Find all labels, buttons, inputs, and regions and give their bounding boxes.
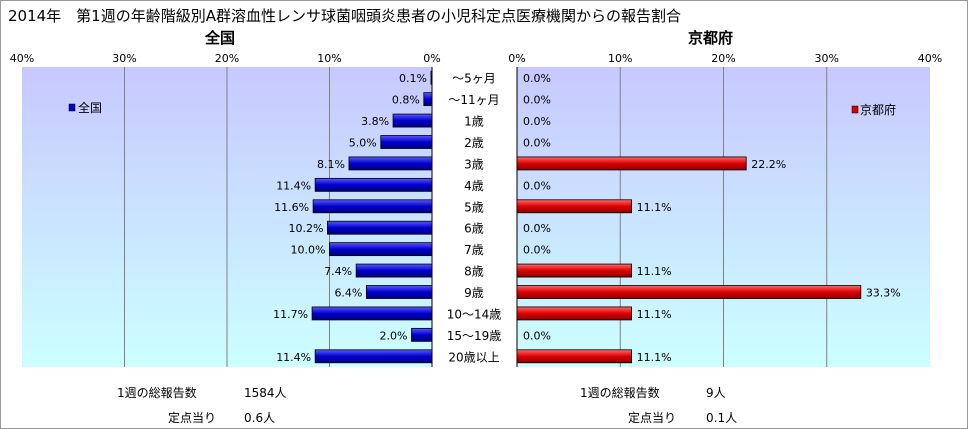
national-value-label: 11.4% xyxy=(276,351,311,364)
age-category-label: 20歳以上 xyxy=(448,350,499,364)
age-category-label: 4歳 xyxy=(464,179,484,193)
chart-title: 2014年 第1週の年齢階級別A群溶血性レンサ球菌咽頭炎患者の小児科定点医療機関… xyxy=(8,7,681,25)
national-value-label: 6.4% xyxy=(334,287,362,300)
kyoto-value-label: 22.2% xyxy=(751,158,786,171)
age-category-label: 8歳 xyxy=(464,265,484,279)
national-bar xyxy=(392,113,433,128)
national-bar xyxy=(311,306,433,321)
national-bar xyxy=(365,285,433,299)
national-value-label: 11.6% xyxy=(274,201,309,214)
kyoto-total-value: 9人 xyxy=(706,386,726,400)
kyoto-panel-title: 京都府 xyxy=(688,29,734,47)
national-bar xyxy=(329,242,433,257)
kyoto-legend-swatch xyxy=(851,105,859,114)
national-panel-title: 全国 xyxy=(205,29,236,47)
kyoto-legend-label: 京都府 xyxy=(860,102,896,117)
national-tick-label: 40% xyxy=(10,52,34,65)
kyoto-tick-label: 20% xyxy=(711,52,735,65)
kyoto-value-label: 11.1% xyxy=(637,308,672,321)
kyoto-value-label: 11.1% xyxy=(637,265,672,278)
kyoto-bar xyxy=(516,156,747,171)
kyoto-value-label: 0.0% xyxy=(523,115,551,128)
national-bar xyxy=(314,349,433,364)
national-value-label: 2.0% xyxy=(380,329,408,342)
kyoto-per-value: 0.1人 xyxy=(706,411,738,425)
national-tick-label: 10% xyxy=(317,52,341,65)
national-value-label: 10.2% xyxy=(288,222,323,235)
national-value-label: 0.1% xyxy=(399,72,427,85)
national-legend-swatch xyxy=(68,103,76,112)
national-bar xyxy=(380,135,433,149)
age-category-label: 6歳 xyxy=(464,222,484,236)
age-category-label: 3歳 xyxy=(464,157,484,171)
kyoto-value-label: 0.0% xyxy=(523,137,551,150)
kyoto-value-label: 0.0% xyxy=(523,72,551,85)
national-tick-label: 0% xyxy=(423,52,440,65)
national-value-label: 7.4% xyxy=(324,265,352,278)
national-per-label: 定点当り xyxy=(168,411,217,425)
national-bar xyxy=(314,177,433,192)
kyoto-total-label: 1週の総報告数 xyxy=(580,386,660,400)
kyoto-value-label: 0.0% xyxy=(523,244,551,257)
kyoto-per-label: 定点当り xyxy=(628,411,677,425)
national-value-label: 11.7% xyxy=(273,308,308,321)
kyoto-tick-label: 30% xyxy=(815,52,839,65)
national-bar xyxy=(423,92,433,107)
national-bar xyxy=(327,220,433,235)
kyoto-value-label: 0.0% xyxy=(523,179,551,192)
kyoto-tick-label: 40% xyxy=(918,52,942,65)
national-value-label: 0.8% xyxy=(392,94,420,107)
kyoto-value-label: 11.1% xyxy=(637,351,672,364)
national-total-label: 1週の総報告数 xyxy=(117,386,197,400)
kyoto-value-label: 11.1% xyxy=(637,201,672,214)
kyoto-tick-label: 10% xyxy=(608,52,632,65)
age-category-label: ～5ヶ月 xyxy=(452,72,496,86)
kyoto-bar xyxy=(516,263,633,278)
age-category-label: 10～14歳 xyxy=(447,307,502,321)
national-bar xyxy=(411,327,433,342)
age-category-label: 2歳 xyxy=(464,136,484,150)
age-category-label: 5歳 xyxy=(464,200,484,214)
age-category-label: 7歳 xyxy=(464,243,484,257)
age-category-label: 9歳 xyxy=(464,286,484,300)
age-category-label: ～11ヶ月 xyxy=(448,93,499,107)
national-bar xyxy=(430,70,433,85)
age-category-label: 15～19歳 xyxy=(447,329,502,343)
national-value-label: 5.0% xyxy=(349,137,377,150)
kyoto-bar xyxy=(516,349,633,364)
national-value-label: 10.0% xyxy=(291,244,326,257)
national-bar xyxy=(355,263,433,278)
kyoto-tick-label: 0% xyxy=(508,52,525,65)
national-total-value: 1584人 xyxy=(244,386,287,400)
national-per-value: 0.6人 xyxy=(244,411,276,425)
national-value-label: 3.8% xyxy=(361,115,389,128)
national-tick-label: 30% xyxy=(112,52,136,65)
national-bar xyxy=(348,156,433,171)
national-value-label: 11.4% xyxy=(276,179,311,192)
kyoto-value-label: 0.0% xyxy=(523,222,551,235)
national-value-label: 8.1% xyxy=(317,158,345,171)
kyoto-value-label: 33.3% xyxy=(866,287,901,300)
national-tick-label: 20% xyxy=(215,52,239,65)
national-legend-label: 全国 xyxy=(78,100,102,115)
kyoto-bar xyxy=(516,199,633,214)
kyoto-value-label: 0.0% xyxy=(523,329,551,342)
national-bar xyxy=(312,199,433,214)
age-category-label: 1歳 xyxy=(464,115,484,129)
kyoto-bar xyxy=(516,285,862,299)
kyoto-value-label: 0.0% xyxy=(523,94,551,107)
kyoto-bar xyxy=(516,306,633,321)
